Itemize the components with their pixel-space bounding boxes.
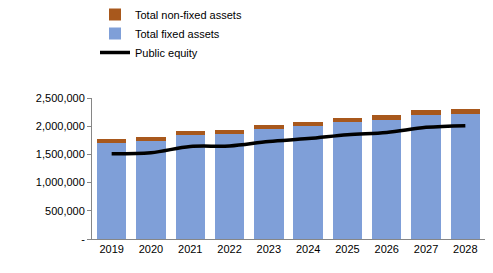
svg-text:2023: 2023	[257, 243, 281, 255]
svg-text:2025: 2025	[335, 243, 359, 255]
svg-text:Total non-fixed assets: Total non-fixed assets	[135, 9, 242, 21]
svg-text:1,000,000: 1,000,000	[36, 176, 85, 188]
svg-text:-: -	[81, 233, 85, 245]
svg-text:2019: 2019	[99, 243, 123, 255]
svg-text:2028: 2028	[453, 243, 477, 255]
svg-text:2026: 2026	[375, 243, 399, 255]
svg-text:2,500,000: 2,500,000	[36, 92, 85, 104]
svg-text:2,000,000: 2,000,000	[36, 120, 85, 132]
svg-text:500,000: 500,000	[45, 205, 85, 217]
svg-text:1,500,000: 1,500,000	[36, 148, 85, 160]
svg-text:Total fixed assets: Total fixed assets	[135, 28, 220, 40]
svg-text:2027: 2027	[414, 243, 438, 255]
svg-text:2021: 2021	[178, 243, 202, 255]
svg-text:2022: 2022	[217, 243, 241, 255]
svg-text:2024: 2024	[296, 243, 320, 255]
svg-text:Public equity: Public equity	[135, 47, 198, 59]
svg-text:2020: 2020	[139, 243, 163, 255]
